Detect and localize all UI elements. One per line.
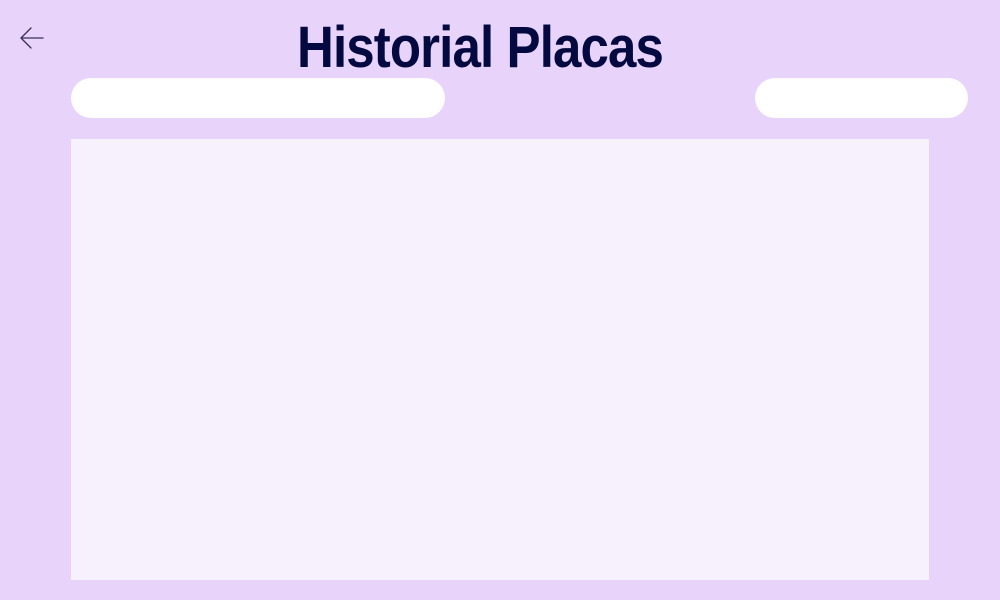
search-input[interactable] [71, 78, 445, 118]
arrow-left-icon [20, 27, 44, 49]
back-button[interactable] [18, 24, 46, 52]
filter-dropdown[interactable] [755, 78, 968, 118]
page-title: Historial Placas [296, 15, 664, 80]
history-list-panel [71, 139, 929, 580]
